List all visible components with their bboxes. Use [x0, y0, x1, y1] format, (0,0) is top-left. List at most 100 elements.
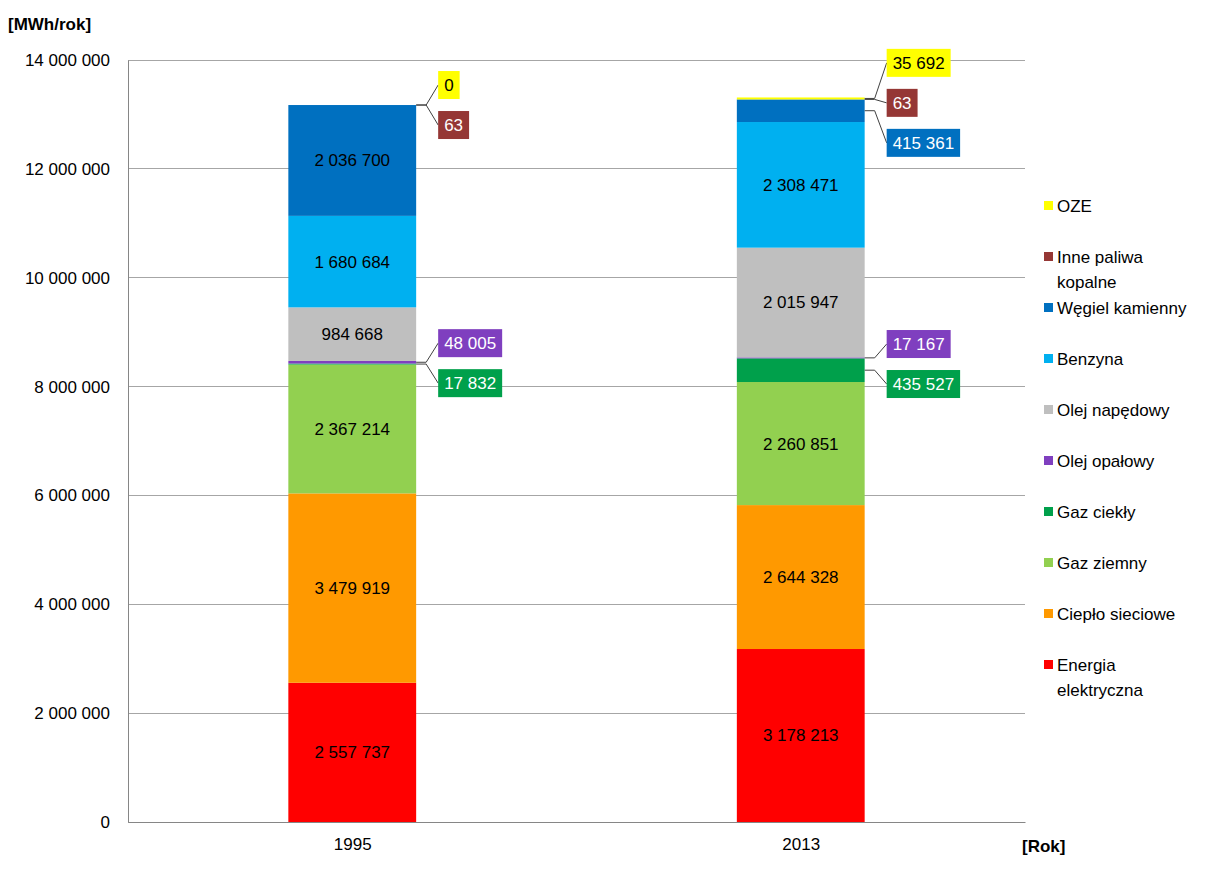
legend-item: OZE — [1044, 197, 1092, 216]
data-label: 0 — [444, 76, 453, 95]
legend-swatch — [1044, 405, 1053, 414]
bar-segment — [737, 122, 865, 248]
leader-line — [865, 344, 887, 358]
legend-label: Węgiel kamienny — [1057, 299, 1187, 318]
bar-segment — [288, 216, 416, 307]
bar-segment — [288, 365, 416, 494]
y-tick: 8 000 000 — [34, 378, 128, 397]
bar-segment — [288, 307, 416, 361]
legend-label: Gaz ziemny — [1057, 554, 1147, 573]
y-tick-label: 0 — [101, 813, 110, 832]
leader-line — [865, 63, 887, 99]
y-axis-title: [MWh/rok] — [8, 15, 91, 34]
legend-swatch — [1044, 303, 1053, 312]
grid-line — [128, 713, 1025, 714]
y-tick: 2 000 000 — [34, 704, 128, 723]
data-label: 2 308 471 — [763, 176, 839, 195]
bar-segment — [288, 361, 416, 364]
callout-box — [887, 330, 951, 358]
data-label: 63 — [893, 94, 912, 113]
data-label: 63 — [444, 116, 463, 135]
x-axis: 19952013 — [129, 822, 1026, 854]
legend-item: Ciepło sieciowe — [1044, 605, 1175, 624]
data-label: 2 036 700 — [314, 151, 390, 170]
data-label: 17 832 — [444, 374, 496, 393]
data-label: 35 692 — [893, 54, 945, 73]
leader-line — [416, 343, 438, 362]
y-tick: 12 000 000 — [25, 160, 128, 179]
bar-segment — [737, 97, 865, 99]
legend-label: Gaz ciekły — [1057, 503, 1136, 522]
grid — [128, 60, 1025, 822]
y-tick: 14 000 000 — [25, 51, 128, 70]
legend-label: Ciepło sieciowe — [1057, 605, 1175, 624]
legend-label-line: kopalne — [1057, 273, 1117, 292]
y-tick: 0 — [101, 813, 128, 832]
data-label: 415 361 — [893, 134, 954, 153]
y-tick-label: 4 000 000 — [34, 595, 110, 614]
data-label: 17 167 — [893, 335, 945, 354]
grid-line — [128, 822, 1025, 823]
y-tick-label: 10 000 000 — [25, 269, 110, 288]
callout-box — [887, 129, 960, 157]
grid-line — [128, 495, 1025, 496]
chart: 0 2 000 000 4 000 000 6 000 000 8 000 000 10 … — [0, 0, 1208, 875]
callout-box — [887, 49, 951, 77]
callout-box — [438, 71, 459, 99]
legend-swatch — [1044, 609, 1053, 618]
data-label: 984 668 — [322, 325, 383, 344]
grid-line — [128, 277, 1025, 278]
bar-segment — [737, 99, 865, 122]
y-tick-label: 14 000 000 — [25, 51, 110, 70]
callout-box — [438, 111, 469, 139]
callout: 35 692 — [887, 49, 951, 77]
y-tick: 10 000 000 — [25, 269, 128, 288]
data-labels: 2 557 7373 178 2133 479 9192 644 3282 36… — [314, 49, 960, 762]
data-label: 2 015 947 — [763, 293, 839, 312]
legend-swatch — [1044, 201, 1053, 210]
legend-label: OZE — [1057, 197, 1092, 216]
legend-swatch — [1044, 456, 1053, 465]
y-tick-label: 12 000 000 — [25, 160, 110, 179]
legend-label-line: elektryczna — [1057, 681, 1144, 700]
bars — [288, 97, 864, 822]
leader-line — [416, 105, 438, 125]
y-tick-label: 6 000 000 — [34, 486, 110, 505]
leader-line — [416, 364, 438, 383]
legend-swatch — [1044, 354, 1053, 363]
bar-segment — [288, 683, 416, 822]
data-label: 2 644 328 — [763, 568, 839, 587]
data-label: 2 557 737 — [314, 743, 390, 762]
data-label: 1 680 684 — [314, 253, 390, 272]
legend: OZEInne paliwakopalneWęgiel kamiennyBenz… — [1044, 197, 1187, 700]
legend-label: Olej opałowy — [1057, 452, 1155, 471]
callout-box — [887, 370, 960, 398]
bar-segment — [737, 649, 865, 822]
legend-label-line: Energia — [1057, 656, 1116, 675]
callout: 63 — [438, 111, 469, 139]
callout: 435 527 — [887, 370, 960, 398]
legend-label: Inne paliwakopalne — [1057, 248, 1144, 292]
callout: 63 — [887, 89, 918, 117]
legend-item: Olej opałowy — [1044, 452, 1155, 471]
legend-item: Gaz ciekły — [1044, 503, 1136, 522]
bar-segment — [288, 105, 416, 106]
grid-line — [128, 604, 1025, 605]
legend-item: Węgiel kamienny — [1044, 299, 1187, 318]
legend-item: Inne paliwakopalne — [1044, 248, 1144, 292]
data-label: 2 260 851 — [763, 435, 839, 454]
x-tick: 1995 — [334, 822, 372, 854]
bar-segment — [288, 105, 416, 216]
data-label: 3 479 919 — [314, 579, 390, 598]
y-tick-label: 2 000 000 — [34, 704, 110, 723]
x-axis-line — [129, 822, 1026, 823]
legend-item: Energia elektryczna — [1044, 656, 1144, 700]
legend-item: Gaz ziemny — [1044, 554, 1147, 573]
y-tick-label: 8 000 000 — [34, 378, 110, 397]
leader-line — [865, 99, 887, 102]
data-label: 3 178 213 — [763, 726, 839, 745]
leader-line — [865, 111, 887, 143]
legend-item: Olej napędowy — [1044, 401, 1170, 420]
data-label: 48 005 — [444, 334, 496, 353]
leader-line — [416, 85, 438, 105]
